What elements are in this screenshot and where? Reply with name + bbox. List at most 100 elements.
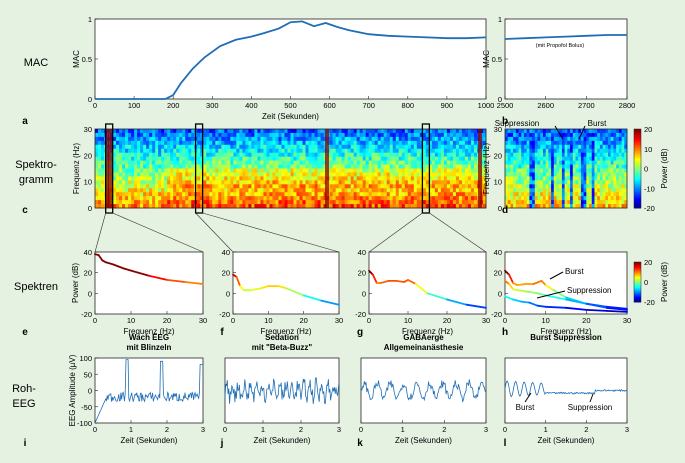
spectrogram-cell [122, 176, 126, 181]
spectrogram-cell [290, 152, 294, 158]
spectrogram-cell [281, 136, 285, 142]
spectrogram-cell [365, 180, 370, 185]
spectrogram-cell [428, 172, 433, 177]
spectrogram-cell [575, 204, 579, 209]
colorbar-swatch [634, 262, 641, 264]
spectrogram-cell [464, 172, 469, 177]
spectrogram-cell [230, 129, 234, 134]
spectrogram-cell [505, 188, 509, 193]
x-tick-label-b: 2500 [497, 101, 514, 110]
spectrogram-cell [119, 129, 123, 134]
spectrogram-cell [311, 152, 315, 158]
spectrogram-cell [570, 152, 574, 158]
spectrogram-cell [526, 184, 530, 189]
spectrogram-cell [260, 148, 264, 154]
spectrogram-cell [296, 152, 300, 158]
spectrogram-cell [395, 180, 400, 185]
spectrogram-cell [515, 140, 519, 146]
spectrogram-cell [395, 188, 400, 193]
y-tick-label-e: 0 [88, 289, 92, 298]
spectrogram-cell [320, 168, 324, 173]
spectrogram-cell [419, 164, 424, 169]
spectrogram-cell [290, 148, 294, 154]
spectrogram-cell [446, 152, 451, 158]
row-label-roh-eeg-1: Roh- [12, 383, 36, 395]
spectrogram-cell [383, 148, 388, 154]
spectrogram-cell [284, 129, 288, 134]
spectrogram-cell [589, 176, 593, 181]
spectrogram-cell [359, 136, 364, 142]
spectrogram-cell [458, 140, 463, 146]
spectrogram-cell [296, 136, 300, 142]
spectrogram-cell [293, 200, 297, 205]
spectrogram-cell [572, 204, 576, 209]
spectrogram-cell [437, 192, 442, 197]
spectrogram-cell [570, 204, 574, 209]
spectrogram-cell [389, 164, 394, 169]
spectrogram-cell [461, 180, 466, 185]
x-axis-label-a: Zeit (Sekunden) [262, 112, 319, 121]
spectrogram-cell [594, 184, 598, 189]
zoom-line [112, 212, 204, 253]
spectrogram-cell [341, 164, 346, 169]
spectrogram-cell [173, 152, 177, 158]
spectrogram-cell [308, 180, 312, 185]
spectrogram-cell [260, 132, 264, 138]
spectrogram-cell [332, 144, 337, 150]
spectrogram-cell [395, 140, 400, 146]
spectrogram-cell [559, 204, 563, 209]
spectrogram-cell [407, 144, 412, 150]
spectrogram-cell [329, 192, 334, 197]
spectrogram-cell [591, 204, 595, 209]
spectrogram-cell [335, 132, 340, 138]
spectrogram-cell [518, 168, 522, 173]
spectrogram-cell [101, 140, 105, 146]
spectrogram-cell [185, 160, 189, 165]
spectrogram-cell [230, 148, 234, 154]
spectrogram-cell [98, 168, 102, 173]
spectrogram-cell [578, 129, 582, 134]
spectrogram-cell [287, 136, 291, 142]
spectrogram-cell [602, 164, 606, 169]
spectrum-segment-h [605, 305, 628, 310]
spectrogram-cell [362, 132, 367, 138]
spectrogram-cell [507, 172, 511, 177]
spectrogram-cell [407, 180, 412, 185]
spectrogram-cell [392, 196, 397, 201]
colorbar-swatch [634, 129, 641, 132]
spectrogram-cell [594, 180, 598, 185]
spectrogram-cell [113, 164, 117, 169]
spectrogram-cell [284, 192, 288, 197]
spectrogram-cell [608, 192, 612, 197]
spectrogram-cell [218, 204, 222, 209]
spectrogram-cell [242, 148, 246, 154]
spectrogram-cell [371, 176, 376, 181]
spectrogram-cell [413, 176, 418, 181]
spectrogram-cell [272, 188, 276, 193]
spectrogram-cell [179, 152, 183, 158]
spectrogram-cell [164, 204, 168, 209]
spectrum-segment-e [130, 269, 150, 277]
spectrogram-cell [529, 172, 533, 177]
spectrogram-cell [392, 164, 397, 169]
spectrogram-cell [458, 188, 463, 193]
spectrogram-cell [572, 144, 576, 150]
spectrogram-cell [482, 188, 487, 193]
spectrogram-cell [398, 160, 403, 165]
spectrogram-cell [254, 200, 258, 205]
spectrogram-cell [551, 204, 555, 209]
colorbar-swatch [634, 166, 641, 169]
spectrogram-cell [559, 148, 563, 154]
spectrogram-cell [281, 204, 285, 209]
spectrogram-cell [542, 176, 547, 181]
spectrogram-cell [170, 196, 174, 201]
spectrogram-cell [329, 188, 334, 193]
spectrogram-cell [215, 160, 219, 165]
spectrogram-cell [152, 172, 156, 177]
spectrogram-cell [350, 144, 355, 150]
spectrogram-cell [122, 136, 126, 142]
spectrogram-cell [578, 204, 582, 209]
spectrogram-cell [529, 132, 533, 138]
